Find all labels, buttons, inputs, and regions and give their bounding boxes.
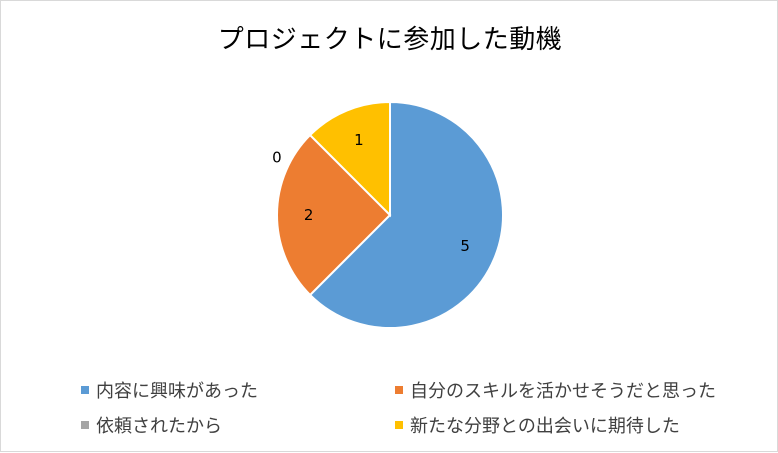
legend-label-requested: 依頼されたから bbox=[96, 416, 222, 437]
legend-item-interest: 内容に興味があった bbox=[81, 377, 258, 403]
data-label-interest: 5 bbox=[460, 237, 470, 255]
legend-item-new-field: 新たな分野との出会いに期待した bbox=[395, 412, 680, 438]
legend-label-new-field: 新たな分野との出会いに期待した bbox=[410, 416, 680, 437]
legend-item-requested: 依頼されたから bbox=[81, 412, 222, 438]
legend-swatch-new-field bbox=[395, 421, 403, 429]
legend-swatch-interest bbox=[81, 386, 89, 394]
legend-item-skills: 自分のスキルを活かせそうだと思った bbox=[395, 377, 716, 403]
pie-slice-new-field bbox=[308, 100, 391, 218]
data-label-skills: 2 bbox=[304, 206, 314, 224]
legend-swatch-requested bbox=[81, 421, 89, 429]
data-label-requested: 0 bbox=[272, 148, 282, 166]
legend-label-interest: 内容に興味があった bbox=[96, 381, 258, 402]
legend-label-skills: 自分のスキルを活かせそうだと思った bbox=[410, 381, 716, 402]
pie-slice-skills bbox=[276, 133, 392, 297]
chart-title: プロジェクトに参加した動機 bbox=[217, 25, 563, 55]
pie-slice-interest bbox=[308, 100, 504, 329]
data-label-new-field: 1 bbox=[354, 131, 364, 149]
legend-swatch-skills bbox=[395, 386, 403, 394]
